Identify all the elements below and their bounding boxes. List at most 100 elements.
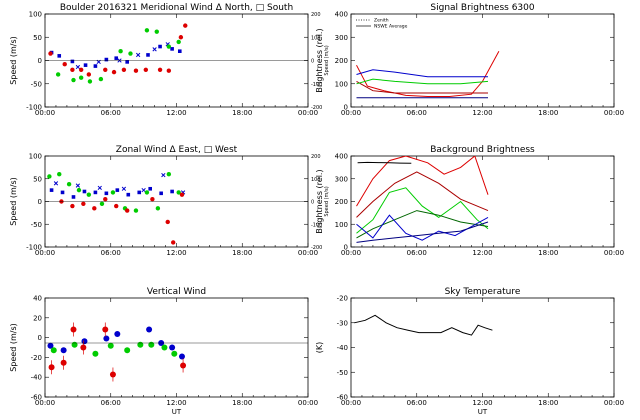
meridional-point: [93, 64, 98, 68]
zonal-xtick-label: 00:00: [35, 249, 55, 257]
background-ytick-label: 0: [344, 244, 348, 252]
zonal-ytick-label: 0: [38, 198, 42, 206]
zonal-point: [71, 195, 76, 199]
background-xtick-label: 00:00: [604, 249, 624, 257]
background-title: Background Brightness: [430, 145, 535, 155]
meridional-point: [98, 76, 104, 82]
meridional-ytick-label: -50: [31, 80, 42, 88]
vertical-point: [124, 347, 131, 354]
zonal-ytick-label: 50: [33, 175, 42, 183]
background-series-6-line: [357, 161, 412, 164]
sky-xlabel: UT: [478, 408, 488, 416]
vertical-point: [146, 326, 153, 333]
meridional-xtick-label: 18:00: [232, 109, 252, 117]
vertical-ytick-label: -40: [31, 374, 42, 382]
meridional-point: [48, 51, 53, 56]
vertical-xtick-label: 06:00: [101, 399, 121, 407]
sky-ytick-label: -60: [337, 394, 348, 402]
sky-ytick-label: -20: [337, 295, 348, 303]
sky-series-0-line: [354, 314, 493, 336]
meridional-point: [75, 64, 81, 70]
vertical-point: [171, 350, 178, 357]
meridional-point: [170, 47, 174, 51]
meridional-xtick-label: 06:00: [101, 109, 121, 117]
sky-ylabel: (K): [315, 342, 324, 354]
meridional-point: [144, 28, 150, 33]
meridional-point: [166, 68, 172, 73]
sky-ytick-label: -40: [337, 344, 348, 352]
vertical-point: [81, 338, 88, 345]
background-series-0-line: [356, 156, 489, 207]
signal-xtick-label: 12:00: [472, 109, 492, 117]
zonal-point: [110, 190, 116, 195]
meridional-point: [154, 29, 159, 34]
signal-series-3-line: [356, 69, 488, 78]
signal-panel: Signal Brightness 6300 00:00 06:00 12:00 18:…: [315, 3, 624, 117]
vertical-point: [114, 331, 121, 337]
signal-series-2-line: [356, 78, 489, 85]
zonal-xtick-label: 06:00: [101, 249, 121, 257]
signal-ytick-label: 100: [335, 80, 348, 88]
vertical-panel: Vertical Wind 00:00 06:00 12:00 18:00 00:00 40…: [9, 287, 318, 416]
zonal-point: [103, 197, 108, 202]
background-ytick-label: 300: [335, 175, 348, 183]
background-xtick-label: 06:00: [407, 249, 427, 257]
signal-ytick-label: 400: [335, 11, 348, 19]
sky-xtick-label: 00:00: [604, 399, 624, 407]
meridional-point: [55, 72, 61, 77]
meridional-point: [183, 23, 188, 28]
meridional-panel: Boulder 2016321 Meridional Wind Δ North,…: [9, 3, 330, 117]
vertical-point: [109, 371, 116, 378]
background-xtick-label: 12:00: [472, 249, 492, 257]
zonal-point: [86, 192, 92, 197]
meridional-point: [57, 54, 62, 58]
zonal-plot-area: [45, 172, 308, 245]
sky-plot-area: [354, 314, 493, 336]
zonal-point: [47, 174, 52, 179]
vertical-xtick-label: 12:00: [166, 399, 186, 407]
vertical-ytick-label: -60: [31, 394, 42, 402]
vertical-point: [48, 364, 55, 371]
zonal-point: [92, 206, 97, 211]
vertical-xlabel: UT: [172, 408, 182, 416]
meridional-point: [125, 60, 129, 64]
zonal-point: [81, 201, 86, 206]
meridional-plot-area: [45, 23, 308, 84]
zonal-ytick-label: -50: [31, 221, 42, 229]
zonal-point: [76, 187, 82, 193]
zonal-point: [93, 190, 98, 195]
background-ytick-label: 100: [335, 221, 348, 229]
meridional-point: [78, 75, 84, 80]
vertical-point: [161, 344, 168, 351]
legend-label: NSWE Average: [374, 24, 408, 30]
zonal-point: [148, 186, 152, 191]
sky-frame: [350, 297, 615, 398]
zonal-point: [115, 188, 120, 192]
zonal-ytick-label-right: 0: [311, 200, 314, 206]
background-series-3-line: [356, 210, 489, 239]
signal-ytick-label: 300: [335, 34, 348, 42]
vertical-title: Vertical Wind: [147, 287, 206, 297]
vertical-xtick-label: 18:00: [232, 399, 252, 407]
signal-title: Signal Brightness 6300: [430, 3, 534, 13]
meridional-ylabel: Speed (m/s): [9, 36, 18, 85]
zonal-ytick-label-right: -100: [311, 222, 322, 228]
meridional-point: [83, 63, 88, 67]
legend-label: Zenith: [374, 18, 389, 24]
zonal-ylabel: Speed (m/s): [9, 177, 18, 226]
sky-ytick-label: -30: [337, 319, 348, 327]
zonal-point: [137, 190, 142, 195]
zonal-point: [150, 197, 155, 202]
meridional-point: [135, 52, 141, 58]
zonal-point: [155, 206, 161, 211]
zonal-ylabel-right: Speed (m/s): [324, 186, 330, 216]
meridional-point: [71, 77, 76, 83]
sky-xtick-label: 06:00: [407, 399, 427, 407]
meridional-xtick-label: 00:00: [35, 109, 55, 117]
vertical-point: [137, 341, 144, 348]
zonal-point: [57, 172, 62, 177]
meridional-point: [143, 67, 149, 73]
meridional-ytick-label: -100: [26, 104, 42, 112]
signal-plot-area: [356, 50, 500, 99]
zonal-ytick-label-right: 100: [311, 177, 321, 183]
